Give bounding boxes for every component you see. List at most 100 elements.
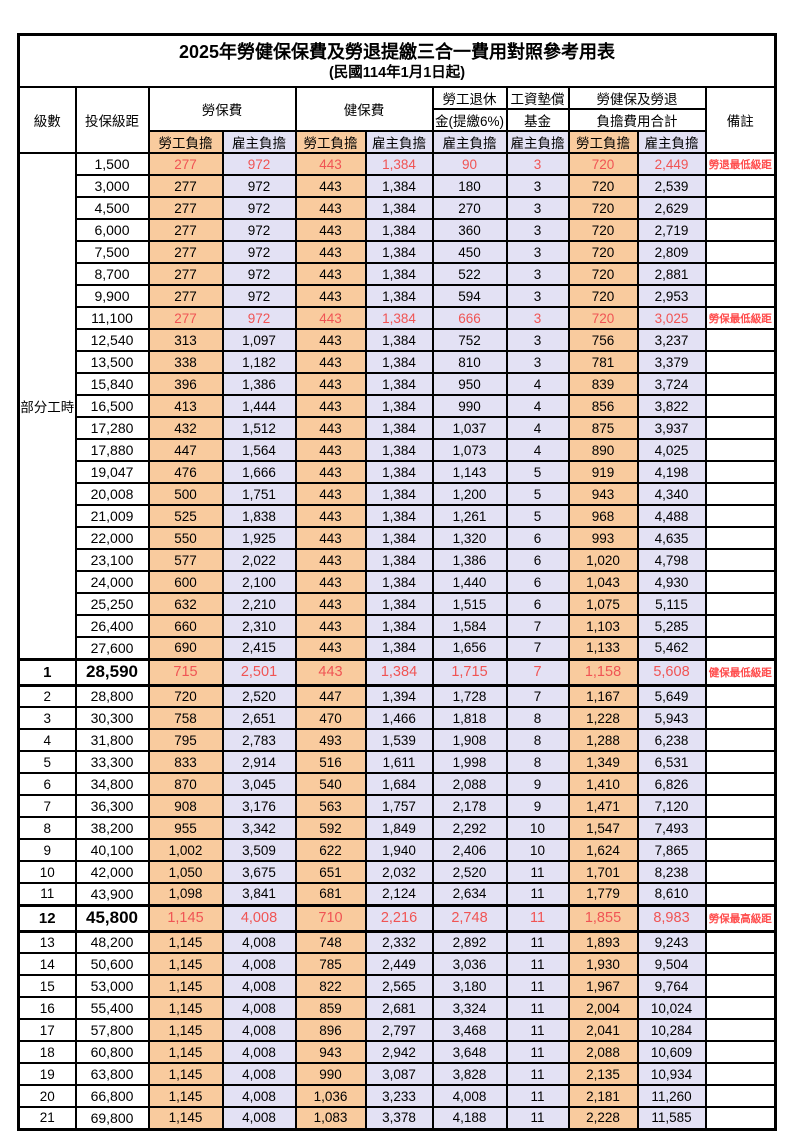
value-cell: 3,509 (221, 838, 297, 862)
value-cell: 2,634 (431, 882, 508, 906)
table-row: 21,009 525 1,838 443 1,384 1,261 5 968 4,488 (19, 504, 777, 528)
value-cell: 4,198 (636, 460, 707, 484)
value-cell: 990 (431, 394, 508, 418)
value-cell: 968 (567, 504, 639, 528)
value-cell: 577 (147, 548, 224, 572)
value-cell: 1,512 (221, 416, 297, 440)
bracket-cell: 9,900 (74, 284, 150, 308)
bracket-cell: 22,000 (74, 526, 150, 550)
value-cell: 1,539 (364, 728, 434, 752)
value-cell: 1,779 (567, 882, 639, 906)
value-cell: 1,182 (221, 350, 297, 374)
note-cell (704, 240, 777, 264)
value-cell: 972 (221, 240, 297, 264)
value-cell: 3 (505, 328, 570, 352)
value-cell: 748 (294, 930, 367, 954)
value-cell: 1,440 (431, 570, 508, 594)
note-cell (704, 952, 777, 976)
value-cell: 277 (147, 284, 224, 308)
note-cell: 健保最低級距 (704, 657, 777, 687)
value-cell: 2,332 (364, 930, 434, 954)
value-cell: 1,728 (431, 684, 508, 708)
level-cell: 4 (17, 728, 77, 752)
value-cell: 3 (505, 152, 570, 176)
value-cell: 443 (294, 394, 367, 418)
table-row: 20,008 500 1,751 443 1,384 1,200 5 943 4,340 (19, 482, 777, 506)
value-cell: 3,036 (431, 952, 508, 976)
value-cell: 8 (505, 728, 570, 752)
value-cell: 1,145 (147, 903, 224, 933)
value-cell: 2,797 (364, 1018, 434, 1042)
value-cell: 2,210 (221, 592, 297, 616)
value-cell: 396 (147, 372, 224, 396)
group-label-cell: 部分工時 (17, 152, 77, 660)
note-cell (704, 794, 777, 818)
value-cell: 3 (505, 306, 570, 330)
value-cell: 4 (505, 438, 570, 462)
bracket-cell: 6,000 (74, 218, 150, 242)
value-cell: 1,145 (147, 952, 224, 976)
note-cell (704, 1062, 777, 1086)
value-cell: 277 (147, 218, 224, 242)
value-cell: 5 (505, 460, 570, 484)
value-cell: 1,547 (567, 816, 639, 840)
value-cell: 1,384 (364, 482, 434, 506)
level-cell: 14 (17, 952, 77, 976)
value-cell: 9 (505, 794, 570, 818)
value-cell: 2,942 (364, 1040, 434, 1064)
value-cell: 1,083 (294, 1106, 367, 1130)
value-cell: 600 (147, 570, 224, 594)
value-cell: 3,841 (221, 882, 297, 906)
value-cell: 2,501 (221, 657, 297, 687)
value-cell: 993 (567, 526, 639, 550)
value-cell: 443 (294, 614, 367, 638)
title-cell: 2025年勞健保保費及勞退提繳三合一費用對照參考用表 (民國114年1月1日起) (17, 33, 777, 88)
table-row: 部分工時 1,500 277 972 443 1,384 90 3 720 2,449 勞退最低級距 (17, 152, 777, 660)
value-cell: 8,983 (636, 903, 707, 933)
value-cell: 11 (505, 860, 570, 884)
table-row: 17,280 432 1,512 443 1,384 1,037 4 875 3,937 (19, 416, 777, 440)
value-cell: 443 (294, 570, 367, 594)
table-row: 22,000 550 1,925 443 1,384 1,320 6 993 4,635 (19, 526, 777, 550)
bracket-cell: 48,200 (74, 930, 150, 954)
group-header-total-line1: 勞健保及勞退 (567, 86, 707, 110)
level-cell: 6 (17, 772, 77, 796)
table-row: 20 66,800 1,145 4,008 1,036 3,233 4,008 11 2,181… (17, 1084, 777, 1108)
value-cell: 90 (431, 152, 508, 176)
value-cell: 1,384 (364, 548, 434, 572)
value-cell: 3,087 (364, 1062, 434, 1086)
value-cell: 2,881 (636, 262, 707, 286)
bracket-cell: 45,800 (74, 903, 150, 933)
value-cell: 1,611 (364, 750, 434, 774)
note-cell (704, 838, 777, 862)
value-cell: 896 (294, 1018, 367, 1042)
value-cell: 3,025 (636, 306, 707, 330)
value-cell: 833 (147, 750, 224, 774)
note-cell (704, 974, 777, 998)
value-cell: 6,826 (636, 772, 707, 796)
table-row: 25,250 632 2,210 443 1,384 1,515 6 1,075 5,115 (19, 592, 777, 616)
value-cell: 2,953 (636, 284, 707, 308)
table-row: 1 28,590 715 2,501 443 1,384 1,715 7 1,158 5,608 健… (17, 657, 777, 687)
bracket-cell: 31,800 (74, 728, 150, 752)
value-cell: 3,342 (221, 816, 297, 840)
subheader-pension-employer: 雇主負擔 (431, 130, 508, 154)
level-cell: 5 (17, 750, 77, 774)
note-cell (704, 930, 777, 954)
value-cell: 720 (567, 218, 639, 242)
value-cell: 11 (505, 882, 570, 906)
value-cell: 594 (431, 284, 508, 308)
value-cell: 1,384 (364, 328, 434, 352)
value-cell: 443 (294, 636, 367, 660)
note-cell (704, 684, 777, 708)
bracket-cell: 1,500 (74, 152, 150, 176)
value-cell: 1,200 (431, 482, 508, 506)
table-row: 11 43,900 1,098 3,841 681 2,124 2,634 11 1,779 8,… (17, 882, 777, 906)
value-cell: 4,008 (221, 996, 297, 1020)
value-cell: 1,584 (431, 614, 508, 638)
value-cell: 470 (294, 706, 367, 730)
value-cell: 7 (505, 614, 570, 638)
page-subtitle: (民國114年1月1日起) (328, 65, 466, 81)
note-cell (704, 394, 777, 418)
value-cell: 522 (431, 262, 508, 286)
